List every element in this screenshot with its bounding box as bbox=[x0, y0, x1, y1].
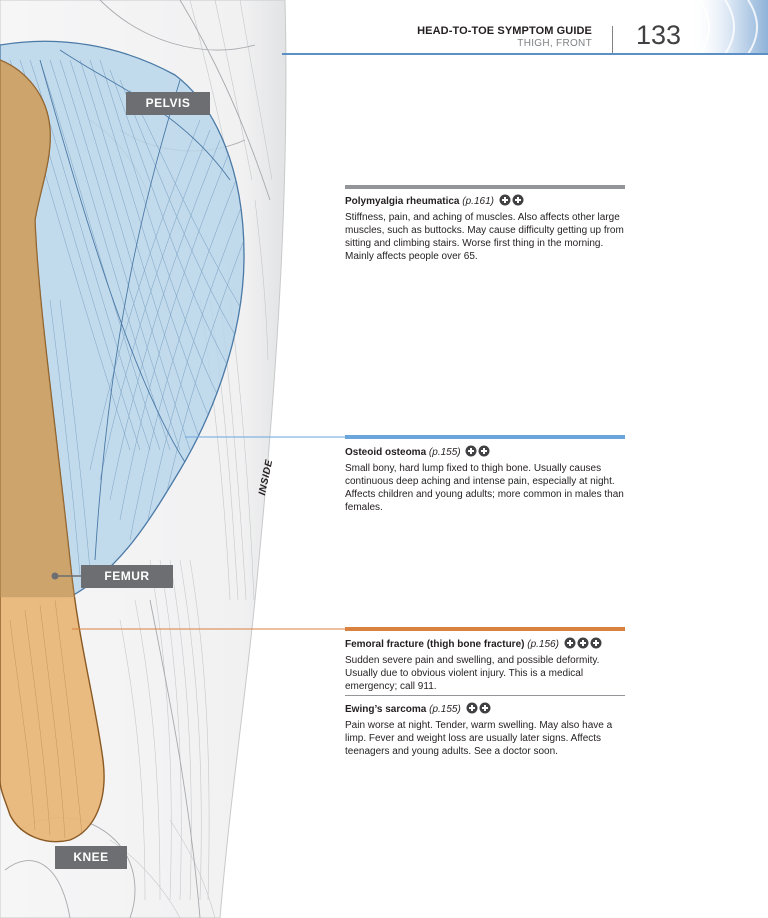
urgency-icons bbox=[564, 637, 606, 653]
entry-title: Ewing’s sarcoma bbox=[345, 704, 427, 715]
entry-separator bbox=[345, 695, 625, 696]
page-number: 133 bbox=[636, 20, 682, 50]
polymyalgia-color-bar bbox=[345, 185, 625, 189]
entry-title: Osteoid osteoma bbox=[345, 447, 427, 458]
entry-description: Stiffness, pain, and aching of muscles. … bbox=[345, 212, 624, 262]
entry-femoral-fracture: Femoral fracture (thigh bone fracture) (… bbox=[345, 637, 625, 693]
urgency-icons bbox=[466, 702, 494, 718]
urgency-plus-icon bbox=[478, 445, 490, 457]
header-decoration bbox=[690, 0, 768, 55]
urgency-plus-icon bbox=[479, 702, 491, 714]
entry-polymyalgia: Polymyalgia rheumatica (p.161) Stiffness… bbox=[345, 194, 625, 263]
urgency-icon-group bbox=[465, 445, 490, 457]
pelvis-label: PELVIS bbox=[126, 92, 210, 115]
urgency-plus-icon bbox=[466, 702, 478, 714]
entry-osteoid-osteoma: Osteoid osteoma (p.155) Small bony, hard… bbox=[345, 445, 625, 514]
osteoid-color-bar bbox=[345, 435, 625, 439]
urgency-icons bbox=[465, 445, 493, 461]
urgency-plus-icon bbox=[499, 194, 511, 206]
page-ref: (p.155) bbox=[428, 447, 461, 458]
page-ref: (p.156) bbox=[527, 639, 559, 650]
urgency-icon-group bbox=[499, 194, 524, 206]
urgency-plus-icon bbox=[590, 637, 602, 649]
femur-pointer-dot bbox=[51, 572, 59, 580]
knee-label: KNEE bbox=[55, 846, 127, 869]
urgency-plus-icon bbox=[512, 194, 524, 206]
urgency-plus-icon bbox=[577, 637, 589, 649]
urgency-icons bbox=[499, 194, 527, 210]
guide-title: HEAD-TO-TOE SYMPTOM GUIDE bbox=[417, 25, 592, 37]
urgency-plus-icon bbox=[465, 445, 477, 457]
entry-description: Sudden severe pain and swelling, and pos… bbox=[345, 655, 600, 692]
section-title: THIGH, FRONT bbox=[517, 38, 592, 49]
femur-label: FEMUR bbox=[81, 565, 173, 588]
urgency-icon-group bbox=[466, 702, 491, 714]
entry-description: Small bony, hard lump fixed to thigh bon… bbox=[345, 463, 624, 513]
running-head: HEAD-TO-TOE SYMPTOM GUIDE THIGH, FRONT bbox=[417, 25, 592, 49]
entry-title: Polymyalgia rheumatica bbox=[345, 196, 460, 207]
header-rule bbox=[282, 53, 768, 55]
urgency-icon-group bbox=[564, 637, 602, 649]
page-ref: (p.161) bbox=[462, 196, 494, 207]
urgency-plus-icon bbox=[564, 637, 576, 649]
entry-ewings-sarcoma: Ewing’s sarcoma (p.155) Pain worse at ni… bbox=[345, 702, 625, 758]
entry-title: Femoral fracture (thigh bone fracture) bbox=[345, 639, 525, 650]
page-ref: (p.155) bbox=[429, 704, 461, 715]
fracture-color-bar bbox=[345, 627, 625, 631]
entry-description: Pain worse at night. Tender, warm swelli… bbox=[345, 720, 613, 757]
header-divider bbox=[612, 26, 613, 54]
